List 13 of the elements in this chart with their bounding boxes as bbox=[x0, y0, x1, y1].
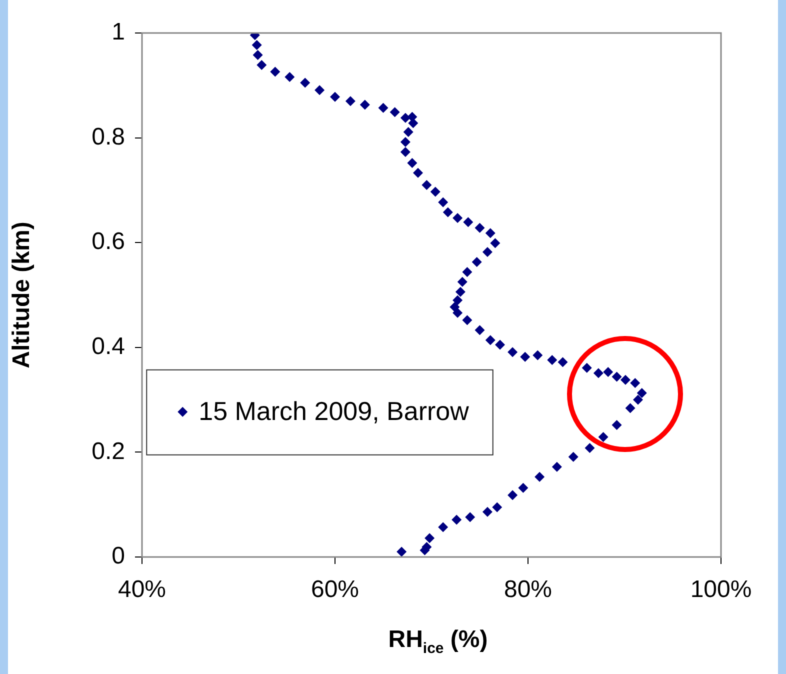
y-tick-label: 0.4 bbox=[92, 333, 125, 360]
y-tick-label: 0 bbox=[112, 542, 125, 570]
x-axis-title: RH$_{ice}$ (%) bbox=[387, 626, 489, 657]
y-tick-label: 0.2 bbox=[92, 438, 125, 465]
x-tick-label: 40% bbox=[118, 576, 166, 604]
y-tick-label: 1 bbox=[112, 18, 125, 46]
x-tick-label: 100% bbox=[690, 576, 752, 604]
x-tick-label: 80% bbox=[504, 576, 552, 604]
y-tick-label: 0.6 bbox=[92, 228, 125, 256]
y-tick-label: 0.8 bbox=[92, 123, 125, 150]
x-tick-label: 60% bbox=[310, 576, 360, 604]
legend-label: 15 March 2009, Barrow bbox=[198, 396, 470, 426]
y-axis-title: Altitude (km) bbox=[8, 222, 36, 368]
